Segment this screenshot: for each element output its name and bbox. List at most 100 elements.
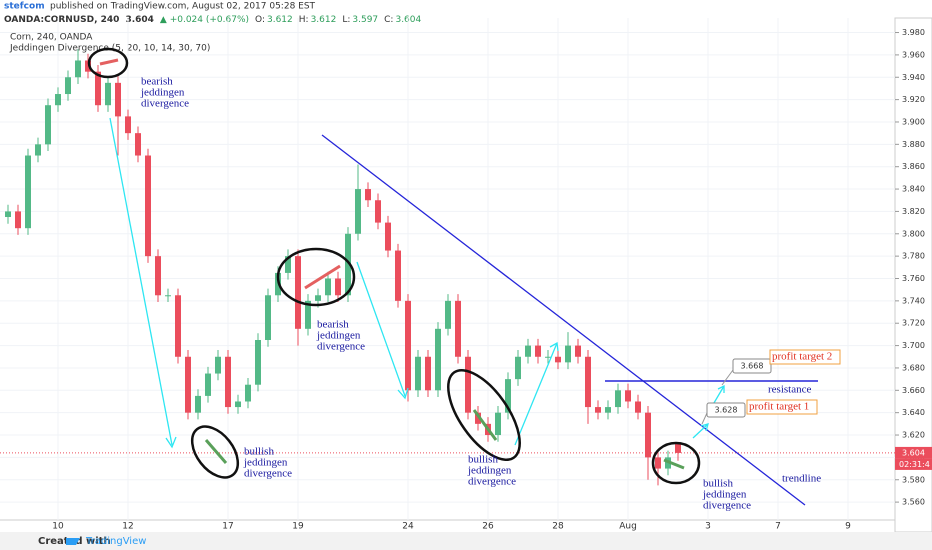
candle-body xyxy=(145,155,151,257)
circle xyxy=(447,368,521,462)
quote-part: 3.604 xyxy=(125,15,153,25)
x-tick-label: 19 xyxy=(292,522,304,532)
candle-body xyxy=(55,94,61,106)
y-tick-label: 3.560 xyxy=(902,498,925,507)
candle-body xyxy=(45,105,51,145)
quote-part: L: xyxy=(342,15,350,25)
annotation: bearish xyxy=(317,319,349,331)
candle-body xyxy=(355,189,361,234)
candle-body xyxy=(595,407,601,413)
candle-body xyxy=(295,256,301,329)
quote-part: 3.612 xyxy=(267,15,293,25)
candle-body xyxy=(65,77,71,95)
x-tick-label: 3 xyxy=(705,522,711,532)
y-tick-label: 3.960 xyxy=(902,50,925,59)
last-price-box xyxy=(895,446,932,459)
candle-body xyxy=(445,300,451,329)
candle-body xyxy=(305,300,311,329)
annotation: bullish xyxy=(468,454,498,466)
candle-body xyxy=(25,155,31,229)
target-label: profit target 1 xyxy=(749,401,809,413)
candle-body xyxy=(345,233,351,296)
candle-body xyxy=(515,356,521,380)
annotation: jeddingen xyxy=(140,87,185,99)
divergence-line xyxy=(663,458,685,470)
arrow xyxy=(514,342,558,446)
candle-body xyxy=(375,200,381,223)
annotation: bearish xyxy=(141,76,173,88)
y-tick-label: 3.920 xyxy=(902,95,925,104)
x-tick-label: 28 xyxy=(552,522,564,532)
candle-body xyxy=(175,295,181,357)
circle xyxy=(87,47,129,79)
quote-part: ▲ +0.024 (+0.67%) xyxy=(160,15,249,25)
y-tick-label: 3.780 xyxy=(902,252,925,261)
candle-body xyxy=(405,300,411,391)
candle-body xyxy=(115,82,121,117)
candle-body xyxy=(585,356,591,408)
candle-body xyxy=(135,133,141,156)
annotation: divergence xyxy=(468,476,516,488)
y-tick-label: 3.800 xyxy=(902,229,925,238)
candle-body xyxy=(535,345,541,357)
annotation: jeddingen xyxy=(243,457,288,469)
candle-body xyxy=(265,295,271,340)
x-tick-label: 24 xyxy=(402,522,414,532)
countdown: 02:31:4 xyxy=(899,460,930,469)
annotation: jeddingen xyxy=(316,330,361,342)
candle-body xyxy=(155,256,161,296)
candle-body xyxy=(495,412,501,436)
resistance-label: resistance xyxy=(768,384,811,396)
candle-body xyxy=(395,250,401,301)
y-tick-label: 3.760 xyxy=(902,274,925,283)
candle-body xyxy=(645,412,651,458)
price-callout-box xyxy=(706,402,746,418)
y-tick-label: 3.700 xyxy=(902,341,925,350)
circle xyxy=(276,247,356,307)
candle-body xyxy=(335,278,341,296)
last-price-label: 3.604 xyxy=(902,448,925,457)
quote-part: H: xyxy=(299,15,309,25)
annotation: jeddingen xyxy=(702,489,747,501)
annotation: divergence xyxy=(317,341,365,353)
candle-body xyxy=(85,60,91,72)
x-tick-label: 10 xyxy=(52,522,64,532)
candle-body xyxy=(425,356,431,391)
divergence-line xyxy=(204,439,228,464)
x-tick-label: 9 xyxy=(845,522,851,532)
candle-body xyxy=(385,222,391,251)
candle-body xyxy=(455,300,461,357)
candle-body xyxy=(545,356,551,358)
annotation: jeddingen xyxy=(467,465,512,477)
candle-body xyxy=(575,345,581,357)
annotation: divergence xyxy=(141,98,189,110)
y-tick-label: 3.680 xyxy=(902,363,925,372)
candle-body xyxy=(165,295,171,297)
quote-part: OANDA:CORNUSD, 240 xyxy=(4,15,119,25)
circle xyxy=(651,441,701,485)
divergence-line xyxy=(304,264,341,290)
candle-body xyxy=(635,401,641,413)
y-tick-label: 3.660 xyxy=(902,386,925,395)
y-tick-label: 3.980 xyxy=(902,28,925,37)
annotation: bullish xyxy=(244,446,274,458)
price-callout: 3.668 xyxy=(741,362,764,371)
candle-body xyxy=(555,356,561,363)
x-tick-label: 17 xyxy=(222,522,233,532)
quote-line: OANDA:CORNUSD, 240 3.604 ▲ +0.024 (+0.67%)… xyxy=(4,15,422,25)
candle-body xyxy=(365,189,371,201)
trendline-label: trendline xyxy=(782,473,821,485)
candle-body xyxy=(285,256,291,273)
y-tick-label: 3.900 xyxy=(902,117,925,126)
candle-body xyxy=(245,384,251,402)
candle-body xyxy=(565,345,571,363)
y-tick-label: 3.940 xyxy=(902,73,925,82)
y-tick-label: 3.860 xyxy=(902,162,925,171)
trendline xyxy=(321,134,806,506)
quote-part: O: xyxy=(255,15,265,25)
candle-body xyxy=(35,144,41,156)
candle-body xyxy=(475,412,481,424)
target-label: profit target 2 xyxy=(772,351,832,363)
candle-body xyxy=(15,211,21,229)
